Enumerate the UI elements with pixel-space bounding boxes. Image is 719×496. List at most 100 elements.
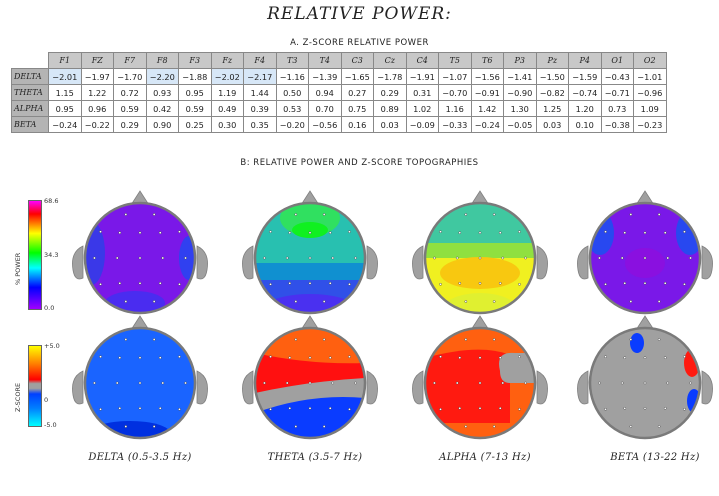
table-cell: −1.88 <box>178 68 212 85</box>
electrode-dot <box>158 356 162 360</box>
electrode-dot <box>285 256 289 260</box>
electrode-dot <box>99 355 102 358</box>
head-outline <box>253 201 367 315</box>
table-cell: −1.65 <box>340 68 374 85</box>
electrode-dot <box>498 231 502 235</box>
electrode-dot <box>598 381 601 385</box>
electrode-dot <box>663 231 667 235</box>
electrode-dot <box>433 381 436 385</box>
electrode-dot <box>666 381 670 385</box>
section-a-title: A. Z-SCORE RELATIVE POWER <box>290 38 429 48</box>
table-cell: −1.01 <box>633 68 667 85</box>
electrode-dot <box>492 213 496 216</box>
electrode-dot <box>308 356 312 360</box>
column-header: Fz <box>210 52 244 69</box>
electrode-dot <box>604 355 607 358</box>
electrode-dot <box>455 381 459 385</box>
table-cell: −1.41 <box>503 68 537 85</box>
electrode-dot <box>620 381 624 385</box>
electrode-dot <box>643 231 647 235</box>
electrode-dot <box>158 406 162 410</box>
electrode-dot <box>623 231 627 235</box>
table-cell: 0.59 <box>178 100 212 117</box>
zscore-scale-label: Z-SCORE <box>14 382 22 412</box>
head-outline <box>253 326 367 440</box>
column-header: Pz <box>535 52 569 69</box>
electrode-dot <box>478 231 482 235</box>
electrode-dot <box>598 256 601 260</box>
electrode-dot <box>328 356 332 360</box>
table-cell: −1.97 <box>80 68 114 85</box>
table-cell: −0.38 <box>600 116 634 133</box>
beta-power-topography <box>577 190 713 315</box>
electrode-dot <box>308 256 312 260</box>
electrode-dot <box>288 281 292 285</box>
table-cell: −0.91 <box>470 84 504 101</box>
electrode-dot <box>308 231 312 235</box>
table-cell: 0.93 <box>145 84 179 101</box>
table-cell: 1.16 <box>438 100 472 117</box>
table-cell: −1.91 <box>405 68 439 85</box>
column-header: F8 <box>145 52 179 69</box>
topography-fill <box>85 328 195 438</box>
electrode-dot <box>666 256 670 260</box>
electrode-dot <box>629 300 633 303</box>
electrode-dot <box>178 230 181 233</box>
electrode-dot <box>683 355 686 358</box>
table-cell: −1.07 <box>438 68 472 85</box>
electrode-dot <box>629 425 633 428</box>
table-cell: 0.73 <box>600 100 634 117</box>
table-cell: −0.82 <box>535 84 569 101</box>
band-label-delta: DELTA (0.5-3.5 Hz) <box>88 452 192 463</box>
electrode-dot <box>328 406 332 410</box>
zscore-colorbar <box>28 345 42 427</box>
section-b-title: B: RELATIVE POWER AND Z-SCORE TOPOGRAPHI… <box>240 158 479 168</box>
table-cell: 0.03 <box>373 116 407 133</box>
column-header: F4 <box>243 52 277 69</box>
right-ear <box>701 245 713 280</box>
table-cell: 0.90 <box>145 116 179 133</box>
electrode-dot <box>269 355 272 358</box>
table-cell: 0.10 <box>568 116 602 133</box>
table-cell: −1.56 <box>470 68 504 85</box>
electrode-dot <box>657 338 661 341</box>
electrode-dot <box>348 283 351 286</box>
alpha-z-topography <box>412 315 548 440</box>
electrode-dot <box>158 231 162 235</box>
table-cell: −1.59 <box>568 68 602 85</box>
electrode-dot <box>458 231 462 235</box>
electrode-dot <box>498 406 502 410</box>
electrode-dot <box>478 281 482 285</box>
table-cell: −0.43 <box>600 68 634 85</box>
electrode-dot <box>269 230 272 233</box>
electrode-dot <box>322 213 326 216</box>
table-cell: −0.96 <box>633 84 667 101</box>
electrode-dot <box>138 231 142 235</box>
electrode-dot <box>518 408 521 411</box>
table-cell: 0.95 <box>178 84 212 101</box>
electrode-dot <box>643 281 647 285</box>
left-ear <box>242 370 254 405</box>
electrode-dot <box>118 406 122 410</box>
table-cell: 0.70 <box>308 100 342 117</box>
z-score-table: F1 FZ F7 F8 F3 Fz F4 T3 T4 C3 Cz C4 T5 T6 P3 Pz P4 O1 O2 D… <box>11 52 667 133</box>
table-cell: 1.15 <box>48 84 82 101</box>
electrode-dot <box>464 213 468 216</box>
electrode-dot <box>478 406 482 410</box>
electrode-dot <box>643 406 647 410</box>
table-cell: 0.96 <box>80 100 114 117</box>
table-cell: −0.70 <box>438 84 472 101</box>
electrode-dot <box>115 256 119 260</box>
electrode-dot <box>152 425 156 428</box>
zscore-scale-mid: 0 <box>44 396 49 404</box>
electrode-dot <box>118 231 122 235</box>
electrode-dot <box>294 425 298 428</box>
left-ear <box>412 370 424 405</box>
column-header: T5 <box>438 52 472 69</box>
table-cell: −1.39 <box>308 68 342 85</box>
electrode-dot <box>348 355 351 358</box>
column-header: P3 <box>503 52 537 69</box>
table-cell: 1.30 <box>503 100 537 117</box>
electrode-dot <box>464 338 468 341</box>
electrode-dot <box>498 356 502 360</box>
